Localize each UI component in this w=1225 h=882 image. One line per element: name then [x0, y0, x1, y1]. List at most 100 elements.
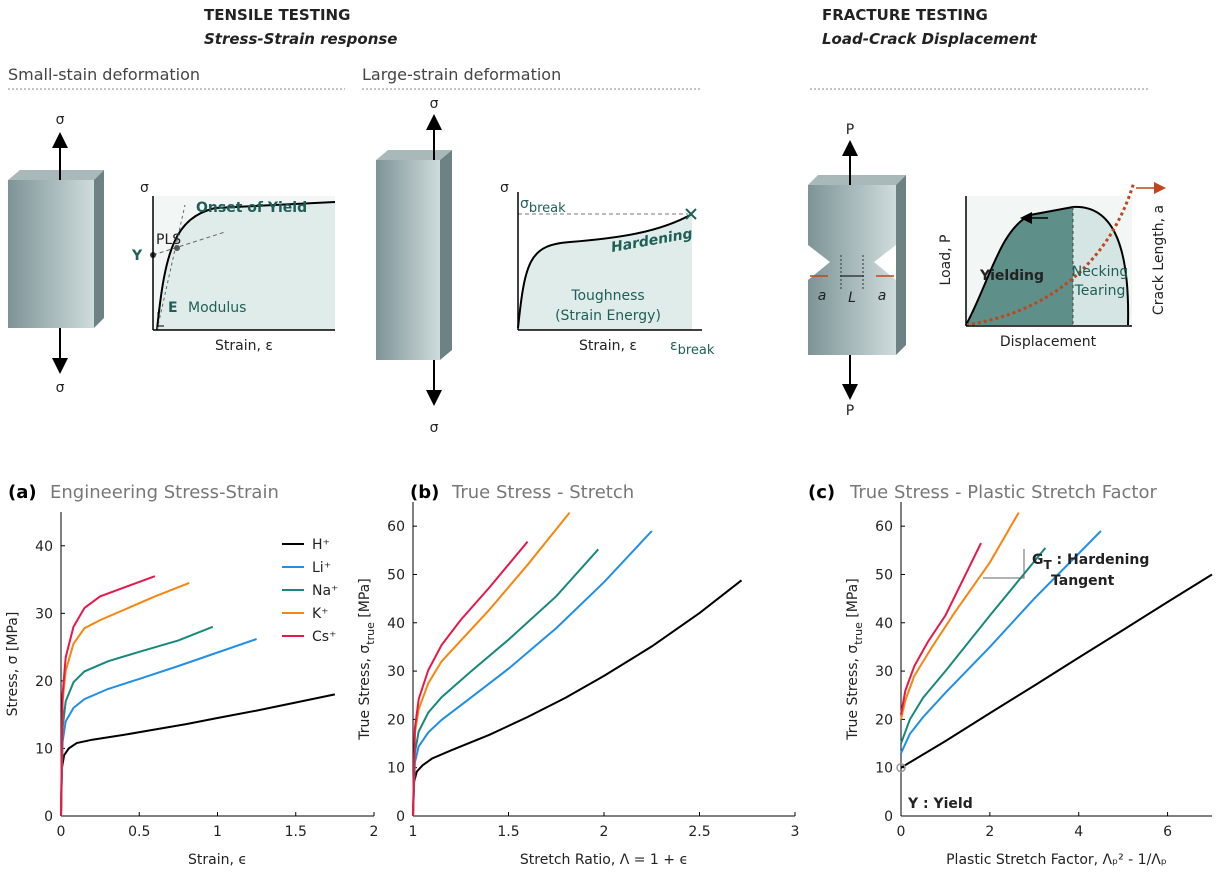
x-tick-label: 1.5	[285, 824, 307, 840]
y-tick-label: 0	[884, 809, 893, 825]
y-tick-label: 20	[875, 712, 893, 728]
y-axis-label-unit: [MPa]	[845, 578, 861, 622]
axis-label: Displacement	[1000, 334, 1097, 350]
annotation-text: G	[1032, 552, 1044, 568]
load-label: P	[846, 403, 854, 419]
annotation: GT : Hardening	[1032, 552, 1149, 572]
small-strain-diagram: σ σ σ Y PLS Onset of Yield E Modulus Str…	[8, 112, 336, 396]
x-tick-label: 1	[213, 824, 222, 840]
series-line	[60, 625, 214, 817]
annotation-sub: T	[1044, 558, 1053, 572]
axis-label: Strain, ε	[215, 338, 273, 354]
sigma-label: σ	[430, 96, 439, 112]
y-axis-label: True Stress, σtrue [MPa]	[357, 578, 377, 740]
annotation-text: : Hardening	[1052, 552, 1150, 568]
series-line	[412, 540, 529, 817]
load-label: P	[846, 122, 854, 138]
subheading: Stress-Strain response	[204, 30, 397, 48]
y-axis-label: True Stress, σtrue [MPa]	[845, 578, 865, 740]
series-line	[412, 548, 600, 817]
x-tick-label: 1	[409, 824, 418, 840]
x-tick-label: 0.5	[128, 824, 150, 840]
sigma-label: σ	[56, 380, 65, 396]
axis-label: σ	[140, 180, 149, 196]
y-axis-label: Stress, σ [MPa]	[5, 612, 21, 717]
label: L	[848, 290, 856, 306]
x-tick-label: 0	[57, 824, 66, 840]
x-tick-label: 1.5	[497, 824, 519, 840]
label: Onset of Yield	[196, 200, 307, 216]
section-heading: Small-stain deformation	[8, 65, 200, 84]
heading: TENSILE TESTING	[204, 6, 350, 24]
x-tick-label: 3	[791, 824, 800, 840]
series-line	[60, 638, 257, 817]
fracture-diagram: P P a L a Yielding Necking Tearing Displ…	[808, 122, 1167, 419]
y-tick-label: 20	[387, 712, 405, 728]
chart-title: True Stress - Plastic Stretch Factor	[849, 482, 1157, 503]
annotation: Y : Yield	[907, 796, 973, 812]
label: Toughness	[570, 288, 644, 304]
legend-label: Cs⁺	[312, 629, 336, 645]
y-tick-label: 10	[875, 761, 893, 777]
x-tick-label: 4	[1074, 824, 1083, 840]
series-line	[60, 581, 190, 817]
y-axis-label-sub: true	[364, 622, 377, 645]
label: Tearing	[1074, 283, 1126, 299]
y-axis-label-text: True Stress, σ	[357, 645, 373, 741]
label: Necking	[1072, 264, 1129, 280]
panel-label: (a)	[8, 482, 37, 503]
y-axis-label-sub: true	[852, 622, 865, 645]
axis-label: Crack Length, a	[1151, 205, 1167, 315]
legend-label: Na⁺	[312, 583, 338, 599]
label: Yielding	[979, 268, 1044, 284]
legend-label: H⁺	[312, 537, 330, 553]
panel-label: (c)	[808, 482, 835, 503]
x-axis-label: Plastic Stretch Factor, Λₚ² - 1/Λₚ	[946, 852, 1167, 868]
y-axis-label-unit: [MPa]	[357, 578, 373, 622]
y-tick-label: 10	[387, 761, 405, 777]
y-tick-label: 50	[875, 567, 893, 583]
label: E	[168, 300, 178, 316]
x-tick-label: 2	[600, 824, 609, 840]
series-line	[900, 512, 1020, 720]
subheading: Load-Crack Displacement	[822, 30, 1038, 48]
axis-label: σ	[500, 180, 509, 196]
legend-label: Li⁺	[312, 560, 331, 576]
y-tick-label: 60	[387, 519, 405, 535]
series-line	[412, 579, 743, 817]
y-tick-label: 60	[875, 519, 893, 535]
y-axis-label-text: Stress, σ [MPa]	[5, 612, 21, 717]
x-axis-label: Stretch Ratio, Λ = 1 + ϵ	[520, 852, 688, 868]
y-tick-label: 0	[44, 809, 53, 825]
tangent-bracket	[983, 549, 1025, 579]
y-tick-label: 30	[875, 664, 893, 680]
series-line	[60, 693, 336, 817]
y-tick-label: 50	[387, 567, 405, 583]
yield-marker	[896, 762, 906, 773]
y-tick-label: 30	[387, 664, 405, 680]
y-tick-label: 20	[35, 674, 53, 690]
panel-label: (b)	[410, 482, 439, 503]
sigma-label: σ	[56, 112, 65, 128]
x-tick-label: 2	[985, 824, 994, 840]
label: a	[818, 288, 827, 304]
label: Modulus	[188, 300, 246, 316]
series-line	[412, 530, 653, 817]
y-tick-label: 40	[387, 616, 405, 632]
y-tick-label: 10	[35, 741, 53, 757]
series-line	[60, 575, 156, 817]
series-line	[900, 547, 1047, 744]
chart-title: Engineering Stress-Strain	[50, 482, 279, 503]
y-tick-label: 0	[396, 809, 405, 825]
y-tick-label: 40	[875, 616, 893, 632]
axis-label: Strain, ε	[579, 338, 637, 354]
series-line	[900, 530, 1102, 754]
x-axis-label: Strain, ϵ	[188, 852, 247, 868]
series-line	[900, 542, 982, 715]
x-tick-label: 2.5	[688, 824, 710, 840]
label: (Strain Energy)	[555, 308, 661, 324]
label: a	[878, 288, 887, 304]
section-heading: Large-strain deformation	[362, 65, 561, 84]
legend-label: K⁺	[312, 606, 329, 622]
